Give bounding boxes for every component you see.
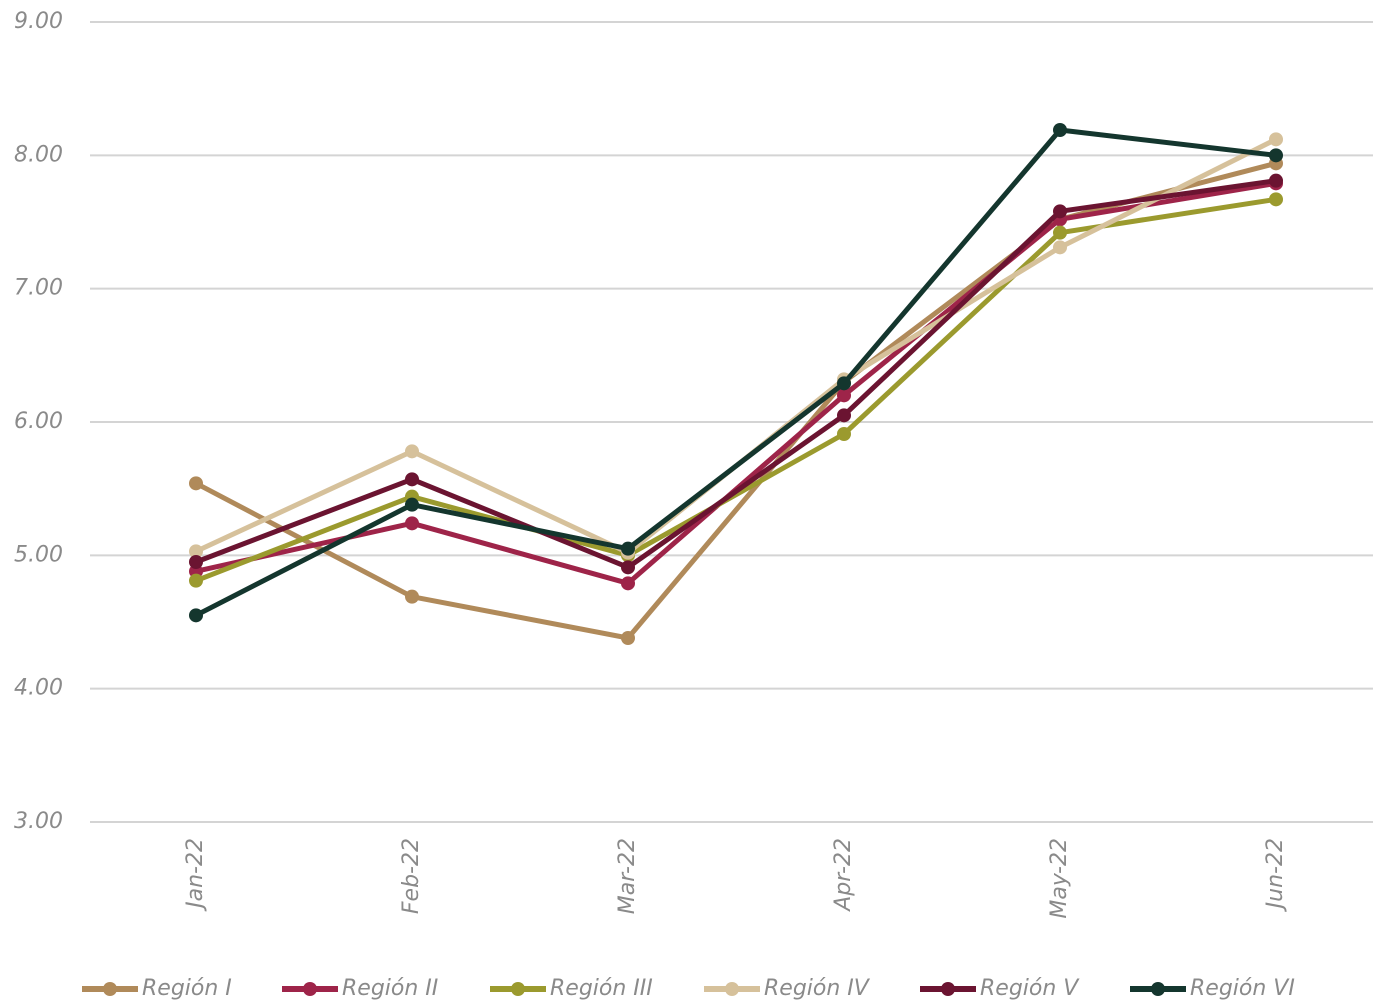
legend-marker [511, 982, 525, 996]
legend-label: Región V [980, 976, 1080, 1001]
point [837, 427, 851, 441]
series-line [196, 199, 1276, 580]
point [837, 376, 851, 390]
point [1053, 226, 1067, 240]
point [405, 444, 419, 458]
point [1269, 132, 1283, 146]
legend-label: Región IV [764, 976, 871, 1001]
legend-item: Región III [490, 976, 653, 1001]
point [405, 590, 419, 604]
point [1269, 174, 1283, 188]
series-line [196, 183, 1276, 583]
y-tick-label: 5.00 [14, 542, 63, 567]
legend-item: Región I [82, 976, 232, 1001]
legend-item: Región IV [704, 976, 871, 1001]
legend-item: Región VI [1130, 976, 1295, 1001]
y-tick-label: 3.00 [14, 809, 63, 834]
y-tick-label: 4.00 [14, 676, 63, 701]
legend-item: Región II [282, 976, 438, 1001]
point [1053, 123, 1067, 137]
point [405, 472, 419, 486]
legend-marker [941, 982, 955, 996]
legend-marker [725, 982, 739, 996]
point [837, 388, 851, 402]
point [189, 476, 203, 490]
x-tick-label: Mar-22 [615, 838, 640, 914]
point [405, 516, 419, 530]
point [1053, 240, 1067, 254]
point [189, 574, 203, 588]
legend-marker [1151, 982, 1165, 996]
y-tick-label: 8.00 [14, 142, 63, 167]
point [1269, 148, 1283, 162]
legend-label: Región III [550, 976, 653, 1001]
point [837, 408, 851, 422]
series-line [196, 163, 1276, 638]
x-tick-label: Jun-22 [1263, 838, 1288, 912]
point [621, 631, 635, 645]
legend-marker [303, 982, 317, 996]
x-tick-label: May-22 [1047, 838, 1072, 919]
point [189, 555, 203, 569]
legend-marker [103, 982, 117, 996]
point [405, 498, 419, 512]
legend-label: Región VI [1190, 976, 1295, 1001]
point [621, 560, 635, 574]
y-tick-label: 6.00 [14, 409, 63, 434]
chart: 3.00 4.00 5.00 6.00 7.00 8.00 9.00 Jan-22 Feb-22… [0, 0, 1373, 1004]
x-tick-label: Feb-22 [399, 838, 424, 914]
legend-label: Región II [342, 976, 438, 1001]
point [621, 542, 635, 556]
point [189, 608, 203, 622]
y-tick-label: 7.00 [14, 276, 63, 301]
point [621, 576, 635, 590]
y-tick-label: 9.00 [14, 9, 63, 34]
legend-label: Región I [142, 976, 232, 1001]
x-tick-label: Apr-22 [831, 838, 856, 913]
x-tick-label: Jan-22 [183, 838, 208, 912]
point [1269, 192, 1283, 206]
legend-item: Región V [920, 976, 1080, 1001]
point [1053, 204, 1067, 218]
